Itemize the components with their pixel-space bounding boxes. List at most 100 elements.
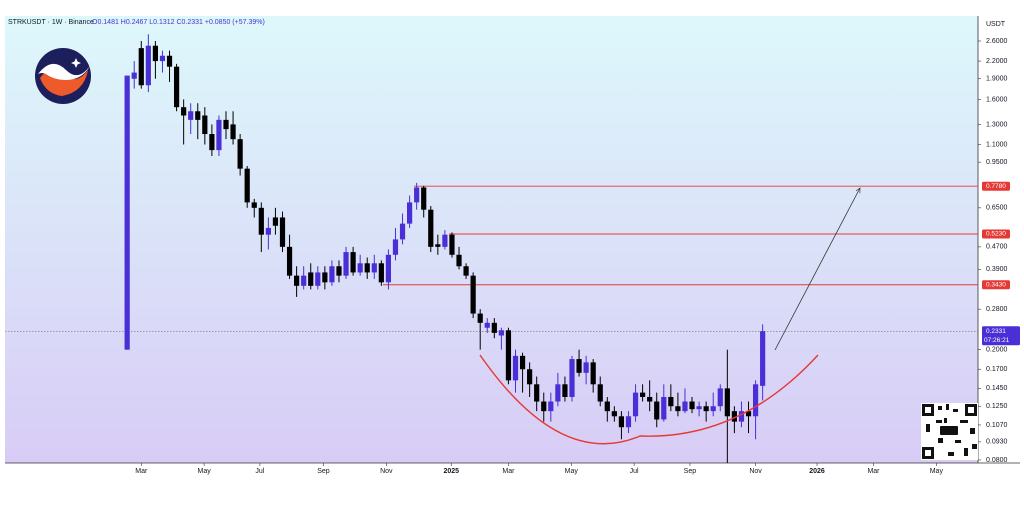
candle-body: [279, 217, 286, 247]
candle-body: [738, 411, 745, 422]
x-tick-label: Mar: [502, 468, 515, 475]
plot: [5, 34, 978, 463]
x-tick-label: 2025: [443, 468, 459, 475]
ohlc: O0.1481 H0.2467 L0.1312 C0.2331 +0.0850 …: [92, 19, 265, 26]
candle-body: [463, 266, 469, 276]
candle-body: [258, 207, 264, 235]
candle-body: [590, 362, 596, 385]
candle-body: [364, 263, 370, 273]
candle-body: [230, 124, 236, 140]
candle-body: [583, 362, 589, 373]
candle-body: [618, 416, 625, 428]
candle-body: [512, 355, 519, 381]
y-tick-label: 1.9000: [986, 76, 1008, 83]
candle-body: [576, 359, 582, 373]
candle-body: [392, 239, 399, 255]
y-tick-label: 1.3000: [986, 121, 1008, 128]
candle-body: [477, 313, 483, 323]
candle-body: [752, 384, 759, 417]
candle-body: [343, 252, 349, 276]
candle-body: [166, 55, 173, 67]
candle-body: [294, 275, 300, 286]
candle-body: [534, 384, 540, 402]
time-axis: [5, 463, 1020, 478]
candle-body: [202, 115, 208, 135]
candle-body: [329, 266, 335, 283]
level-label: 0.7780: [986, 183, 1006, 190]
candle-body: [569, 359, 575, 397]
y-tick-label: 0.4700: [986, 244, 1008, 251]
candle-body: [195, 111, 201, 120]
last-price-label: 0.2331: [986, 328, 1006, 335]
candle-body: [378, 263, 384, 283]
last-price-tag: [982, 326, 1020, 346]
y-tick-label: 0.2800: [986, 306, 1008, 313]
candle-body: [562, 384, 568, 397]
candle-body: [209, 134, 215, 151]
cup-curve: [479, 354, 819, 445]
candle-body: [597, 384, 603, 402]
candle-body: [124, 75, 130, 350]
candle-body: [724, 388, 730, 417]
candle-body: [301, 275, 307, 286]
candle-body: [731, 411, 737, 422]
x-tick-label: Sep: [317, 468, 330, 475]
candle-body: [745, 411, 752, 417]
y-tick-label: 1.6000: [986, 96, 1008, 103]
candle-body: [760, 331, 766, 386]
plot-background: [5, 16, 978, 463]
candle-body: [428, 209, 434, 247]
candle-body: [265, 227, 271, 235]
candle-body: [435, 244, 441, 247]
candle-body: [357, 263, 363, 273]
y-tick-label: 1.1000: [986, 141, 1008, 148]
candle-body: [173, 66, 180, 108]
candle-body: [541, 401, 547, 412]
y-tick-label: 0.1250: [986, 403, 1008, 410]
candle-body: [442, 234, 448, 247]
candle-body: [251, 202, 257, 208]
y-tick-label: 0.1070: [986, 422, 1008, 429]
candle-body: [286, 246, 293, 276]
candle-body: [717, 388, 723, 407]
candle-body: [322, 272, 328, 283]
candle-body: [491, 322, 497, 333]
level-label: 0.5230: [986, 231, 1006, 238]
x-tick-label: May: [198, 468, 212, 475]
candle-body: [152, 45, 158, 62]
candle-body: [703, 406, 709, 412]
level-label: 0.3430: [986, 281, 1006, 288]
level-tag: [982, 229, 1010, 239]
y-tick-label: 0.1450: [986, 385, 1008, 392]
x-tick-label: Jul: [630, 468, 639, 475]
candle-body: [399, 223, 406, 240]
x-tick-label: May: [565, 468, 579, 475]
candle-body: [244, 168, 250, 203]
x-tick-label: Mar: [135, 468, 148, 475]
y-tick-label: 0.1700: [986, 366, 1008, 373]
candle-body: [604, 401, 610, 412]
candle-body: [188, 111, 194, 120]
countdown: 07:26:21: [984, 337, 1010, 344]
candle-body: [223, 119, 229, 130]
candle-body: [682, 401, 688, 412]
candle-body: [555, 384, 561, 402]
y-tick-label: 0.2000: [986, 347, 1008, 354]
candle-body: [272, 217, 279, 226]
candle-body: [181, 107, 187, 116]
level-tag: [982, 181, 1010, 191]
candle-body: [414, 187, 420, 203]
candle-body: [505, 330, 512, 381]
candle-body: [350, 252, 356, 273]
candle-body: [675, 406, 681, 412]
candle-body: [371, 263, 377, 273]
y-tick-label: 0.9500: [986, 159, 1008, 166]
candle-body: [406, 202, 413, 224]
candle-body: [336, 266, 342, 276]
symbol: STRKUSDT · 1W · Binance: [8, 19, 94, 26]
candle-body: [159, 55, 166, 62]
candle-body: [548, 401, 554, 412]
candle-body: [216, 119, 222, 151]
y-tick-label: 0.6500: [986, 205, 1008, 212]
